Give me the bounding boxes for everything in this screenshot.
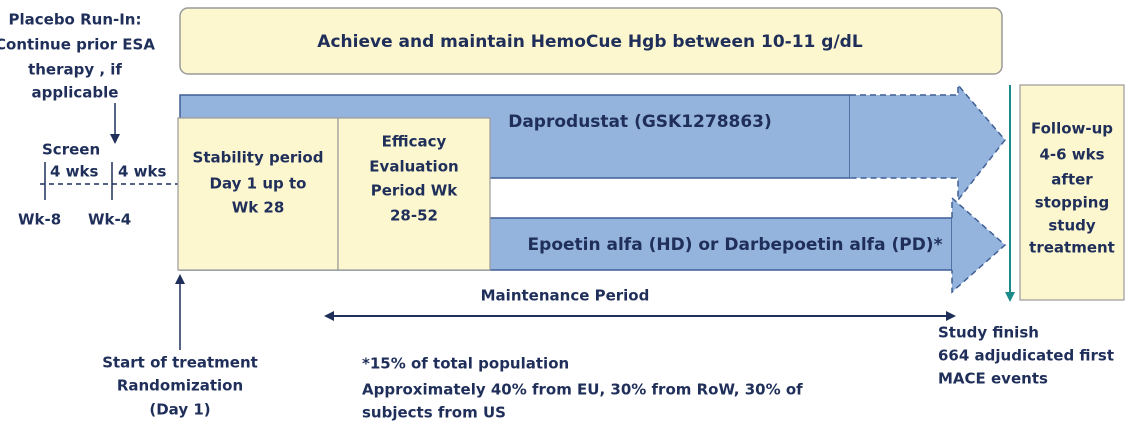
stability-line: Day 1 up to [210, 175, 307, 193]
follow-up-line: study [1048, 217, 1096, 235]
run-in-line: Placebo Run-In: [9, 11, 142, 29]
finish-line: MACE events [938, 370, 1048, 388]
week-label: Wk-4 [88, 211, 131, 229]
stability-line: Wk 28 [232, 199, 285, 217]
footnote-line: *15% of total population [362, 355, 569, 373]
finish-line: Study finish [938, 324, 1039, 342]
arm-arrow-head [850, 82, 1006, 203]
stability-box [177, 117, 339, 271]
footnote-line: Approximately 40% from EU, 30% from RoW,… [362, 381, 803, 399]
maintenance-label: Maintenance Period [481, 287, 650, 305]
start-line: Start of treatment [102, 354, 258, 372]
follow-up-line: Follow-up [1031, 120, 1113, 138]
screen-label: Screen [42, 141, 100, 159]
footnote-line: subjects from US [362, 404, 506, 422]
week-label: Wk-8 [18, 211, 61, 229]
efficacy-line: Evaluation [369, 158, 458, 176]
period-label: 4 wks [50, 163, 98, 181]
follow-up-line: treatment [1029, 239, 1115, 257]
period-label: 4 wks [118, 163, 166, 181]
efficacy-line: Efficacy [382, 133, 447, 151]
start-line: Randomization [117, 377, 243, 395]
banner-box [179, 7, 1003, 75]
stability-line: Stability period [193, 149, 324, 167]
arm-label: Daprodustat (GSK1278863) [508, 112, 772, 132]
banner-text: Achieve and maintain HemoCue Hgb between… [317, 32, 863, 52]
finish-line: 664 adjudicated first [938, 347, 1114, 365]
efficacy-box [337, 117, 491, 271]
arm-label: Epoetin alfa (HD) or Darbepoetin alfa (P… [528, 235, 943, 255]
follow-up-line: stopping [1035, 194, 1109, 212]
start-line: (Day 1) [149, 401, 210, 419]
efficacy-line: Period Wk [371, 182, 459, 200]
efficacy-line: 28-52 [390, 207, 438, 225]
run-in-line: Continue prior ESA [0, 36, 155, 54]
follow-up-box [1019, 84, 1125, 301]
run-in: Placebo Run-In: Continue prior ESA thera… [0, 11, 155, 102]
follow-up-line: 4-6 wks [1039, 146, 1104, 164]
follow-up-line: after [1051, 171, 1093, 189]
run-in-line: therapy , if [28, 61, 122, 79]
arm-arrow-head [951, 196, 1007, 294]
run-in-line: applicable [32, 84, 119, 102]
